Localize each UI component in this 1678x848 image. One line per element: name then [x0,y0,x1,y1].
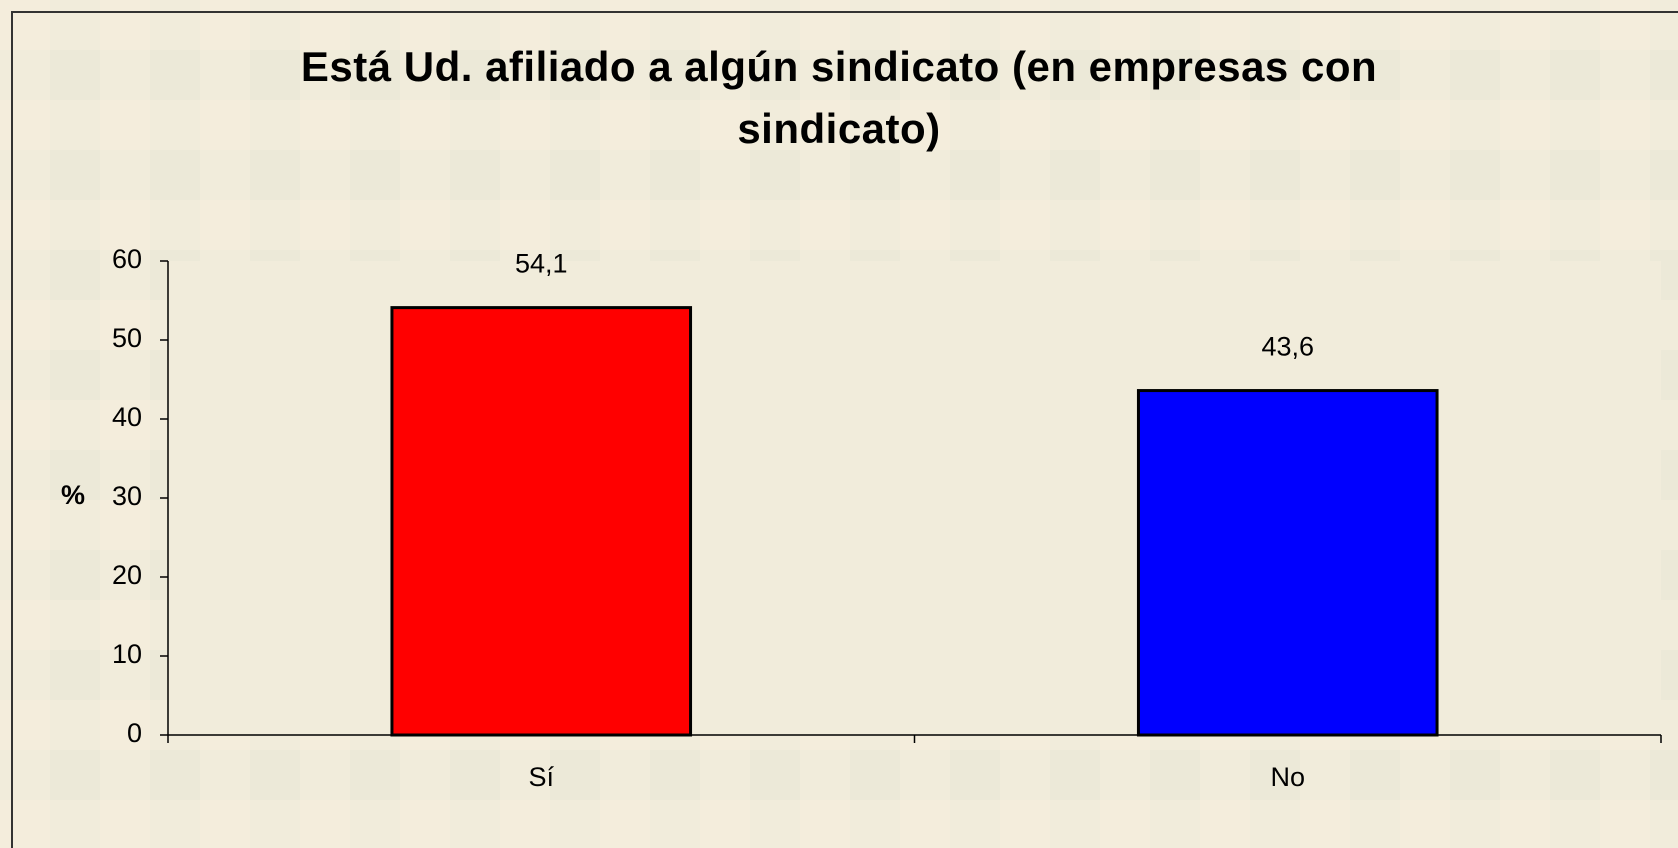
y-axis-label: % [61,480,85,510]
y-tick-label: 30 [112,481,142,511]
y-tick-label: 20 [112,560,142,590]
frame [11,11,1678,848]
data-label: 43,6 [1261,332,1314,362]
y-tick-label: 40 [112,402,142,432]
y-tick-label: 50 [112,323,142,353]
bar [390,306,693,737]
data-label: 54,1 [515,249,568,279]
chart-title: Está Ud. afiliado a algún sindicato (en … [300,43,1378,152]
y-tick-label: 0 [127,718,142,748]
bar [1136,389,1439,737]
y-tick-label: 10 [112,639,142,669]
x-tick-label: Sí [528,762,554,792]
x-tick-label: No [1270,762,1305,792]
y-tick-label: 60 [112,244,142,274]
